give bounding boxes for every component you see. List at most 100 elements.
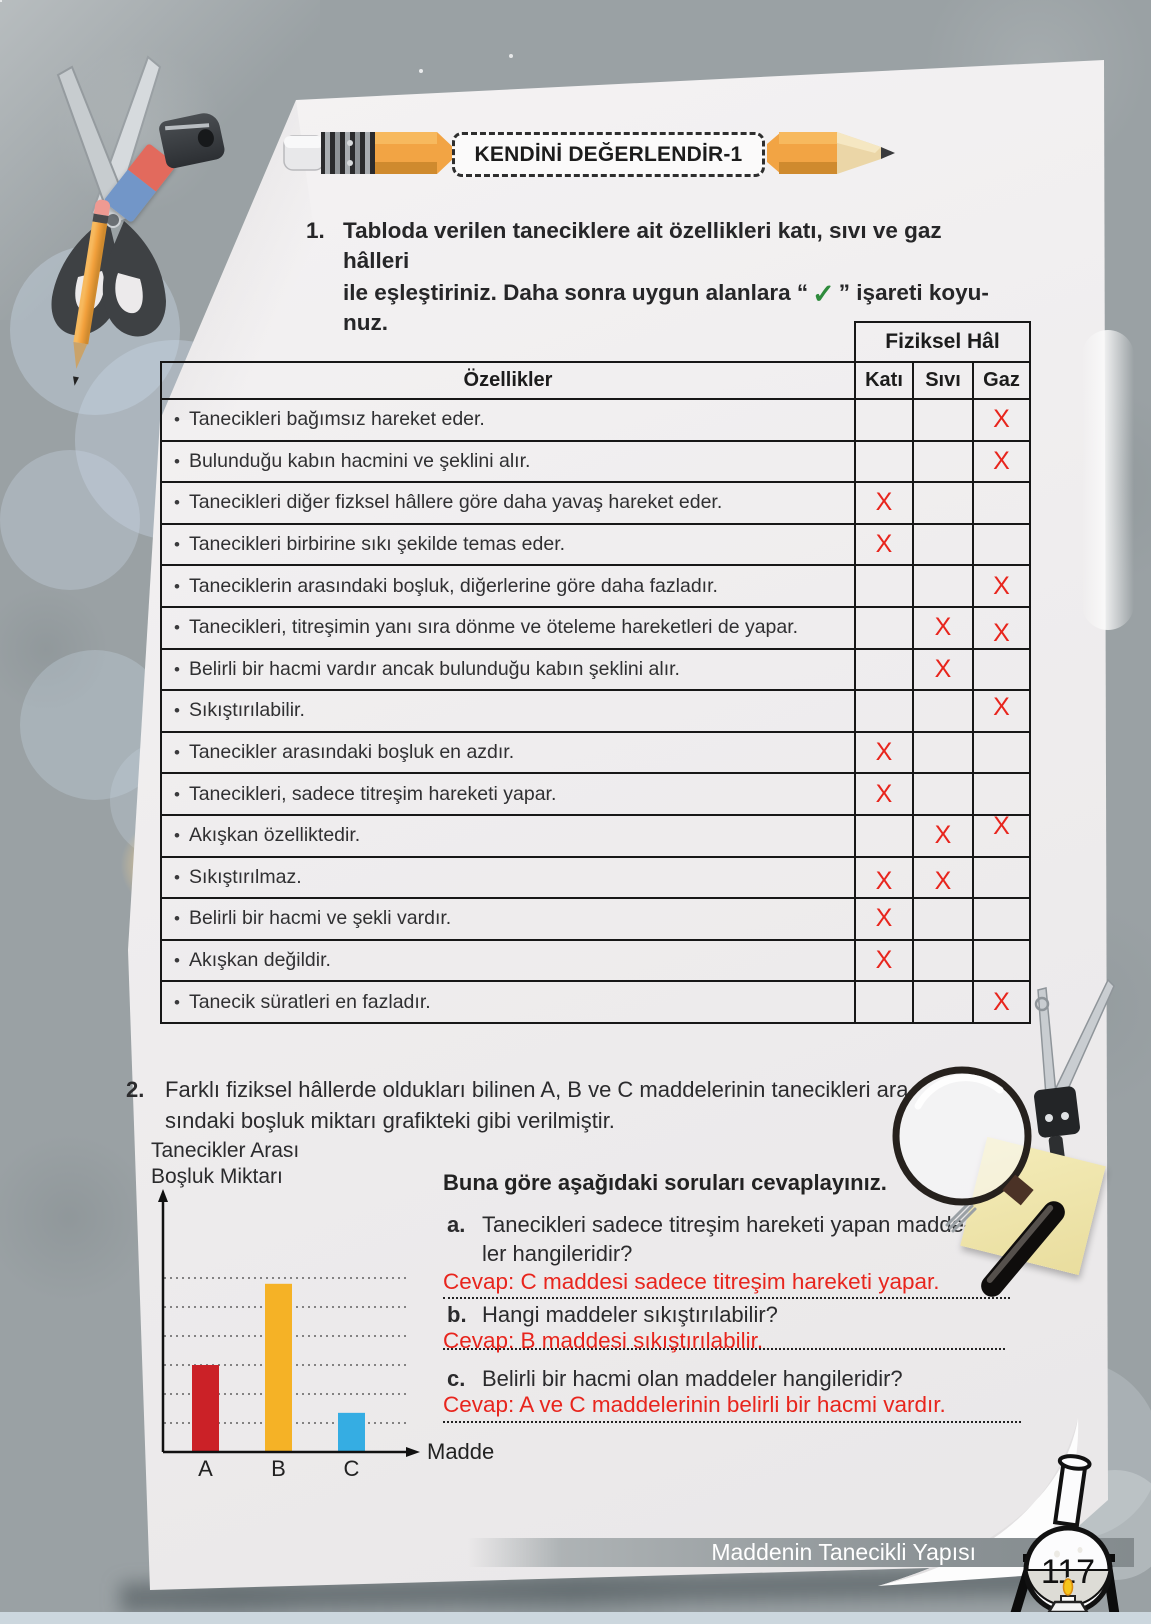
table-row: Sıkıştırılabilir. X [160, 689, 1031, 733]
property-text: Tanecikleri diğer fizksel hâllere göre d… [160, 481, 856, 525]
property-text: Tanecikleri, titreşimin yanı sıra dönme … [160, 605, 856, 650]
state-mark-cell: X [972, 980, 1031, 1024]
question-2-subquestions: Buna göre aşağıdaki soruları cevaplayını… [443, 1170, 1023, 1423]
bottom-strip [0, 1612, 1151, 1624]
question-2-prompt: Buna göre aşağıdaki soruları cevaplayını… [443, 1170, 887, 1195]
property-text: Bulunduğu kabın hacmini ve şeklini alır. [160, 439, 856, 484]
property-text: Tanecikleri birbirine sıkı şekilde temas… [160, 522, 856, 567]
state-mark-cell [912, 980, 974, 1024]
item-c-question: Belirli bir hacmi olan maddeler hangiler… [482, 1366, 903, 1391]
item-a-question: Tanecikleri sadece titreşim hareketi yap… [482, 1212, 972, 1266]
item-a-answer: Cevap: C maddesi sadece titreşim hareket… [443, 1269, 940, 1294]
category-label: A [198, 1456, 213, 1481]
state-mark-cell [912, 439, 974, 484]
pencil-right-half [767, 132, 895, 174]
state-mark-cell: X [912, 605, 974, 650]
state-mark-cell: X [912, 813, 974, 858]
property-text: Belirli bir hacmi ve şekli vardır. [160, 897, 856, 941]
property-text: Taneciklerin arasındaki boşluk, diğerler… [160, 564, 856, 608]
state-mark-cell [854, 564, 914, 608]
state-mark-cell: X [972, 689, 1031, 733]
group-header-row: Fiziksel Hâl [161, 321, 1031, 363]
state-mark-cell [854, 813, 914, 858]
magnifying-glass-illustration [892, 1066, 1065, 1297]
pencil-left-half [283, 132, 455, 174]
state-mark-cell [854, 398, 914, 442]
state-mark-cell: X [912, 855, 974, 900]
state-mark-cell [972, 772, 1031, 816]
state-mark-cell: X [972, 439, 1031, 484]
sub-item-a: a. Tanecikleri sadece titreşim hareketi … [443, 1210, 1023, 1299]
x-mark: X [875, 904, 893, 933]
state-mark-cell [972, 897, 1031, 941]
x-mark: X [934, 613, 952, 642]
page-edge-curl [1082, 330, 1134, 630]
state-mark-cell [854, 980, 914, 1024]
table-row: Tanecikler arasındaki boşluk en azdır. X [160, 730, 1031, 775]
table-row: Tanecikleri birbirine sıkı şekilde temas… [160, 522, 1031, 567]
state-mark-cell: X [972, 814, 1031, 858]
question-1-number: 1. [306, 218, 325, 243]
state-mark-cell: X [854, 730, 914, 775]
state-mark-cell [912, 398, 974, 442]
x-mark: X [875, 530, 893, 559]
table-body: Tanecikleri bağımsız hareket eder.XBulun… [160, 398, 1031, 1024]
state-mark-cell: X [854, 772, 914, 816]
table-row: Tanecikleri, sadece titreşim hareketi ya… [160, 772, 1031, 816]
column-header-row: Özellikler Katı Sıvı Gaz [160, 361, 1031, 400]
table-row: Sıkıştırılmaz. X X [160, 855, 1031, 900]
property-text: Akışkan özelliktedir. [160, 813, 856, 858]
table-row: Belirli bir hacmi vardır ancak bulunduğu… [160, 647, 1031, 692]
paper-clips [945, 1201, 977, 1233]
state-mark-cell [854, 439, 914, 484]
col-header-state: Gaz [972, 361, 1031, 400]
bokeh-circle [0, 450, 140, 590]
state-mark-cell [912, 938, 974, 983]
property-text: Tanecikleri bağımsız hareket eder. [160, 398, 856, 442]
chart-y-axis-label: Tanecikler Arası Boşluk Miktarı [151, 1139, 300, 1188]
state-mark-cell: X [912, 647, 974, 692]
property-text: Sıkıştırılabilir. [160, 689, 856, 733]
state-mark-cell: X [854, 522, 914, 567]
state-mark-cell [972, 647, 1031, 692]
table-row: Akışkan değildir. X [160, 938, 1031, 983]
x-mark: X [993, 446, 1010, 475]
item-c-label: c. [447, 1366, 466, 1391]
table-row: Belirli bir hacmi ve şekli vardır. X [160, 897, 1031, 941]
state-mark-cell [972, 938, 1031, 983]
item-b-question: Hangi maddeler sıkıştırılabilir? [482, 1302, 778, 1327]
chart-bars [192, 1283, 365, 1452]
group-header: Fiziksel Hâl [854, 321, 1031, 363]
x-mark: X [875, 488, 893, 517]
table-row: Bulunduğu kabın hacmini ve şeklini alır.… [160, 439, 1031, 484]
item-b-label: b. [447, 1302, 467, 1327]
sub-item-c: c. Belirli bir hacmi olan maddeler hangi… [443, 1364, 1023, 1423]
table-row: Tanecikleri, titreşimin yanı sıra dönme … [160, 605, 1031, 650]
property-text: Tanecikler arasındaki boşluk en azdır. [160, 730, 856, 775]
property-text: Akışkan değildir. [160, 938, 856, 983]
x-mark: X [875, 866, 893, 895]
question-2: 2. Farklı fiziksel hâllerde oldukları bi… [126, 1074, 1026, 1136]
property-text: Tanecik süratleri en fazladır. [160, 980, 856, 1024]
question-1: 1. Tabloda verilen taneciklere ait özell… [306, 216, 1006, 338]
x-mark: X [993, 987, 1010, 1016]
x-mark: X [875, 779, 893, 808]
flask-page-number: 117 [1007, 1454, 1121, 1624]
empty-cell [161, 322, 855, 362]
x-mark: X [993, 571, 1010, 600]
chart-x-axis-label: Madde [427, 1439, 494, 1464]
answer-line [443, 1348, 1005, 1350]
state-mark-cell [912, 481, 974, 525]
table-row: Tanecikleri bağımsız hareket eder. X [160, 398, 1031, 442]
x-axis-arrow [406, 1447, 420, 1457]
y-axis-arrow [158, 1189, 168, 1202]
state-mark-cell: X [972, 605, 1031, 650]
bar-A [192, 1365, 219, 1452]
state-mark-cell: X [972, 564, 1031, 608]
state-mark-cell [912, 730, 974, 775]
state-mark-cell: X [854, 897, 914, 941]
state-mark-cell [912, 564, 974, 608]
x-mark: X [934, 654, 952, 683]
x-mark: X [993, 619, 1010, 648]
